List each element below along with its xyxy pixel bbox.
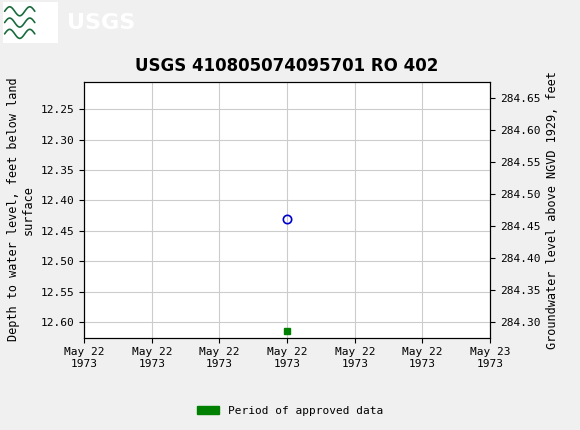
Legend: Period of approved data: Period of approved data: [193, 401, 387, 420]
Y-axis label: Groundwater level above NGVD 1929, feet: Groundwater level above NGVD 1929, feet: [546, 71, 559, 349]
Y-axis label: Depth to water level, feet below land
surface: Depth to water level, feet below land su…: [7, 78, 35, 341]
Bar: [3, 2, 58, 43]
Text: USGS: USGS: [67, 12, 135, 33]
Title: USGS 410805074095701 RO 402: USGS 410805074095701 RO 402: [135, 57, 439, 74]
